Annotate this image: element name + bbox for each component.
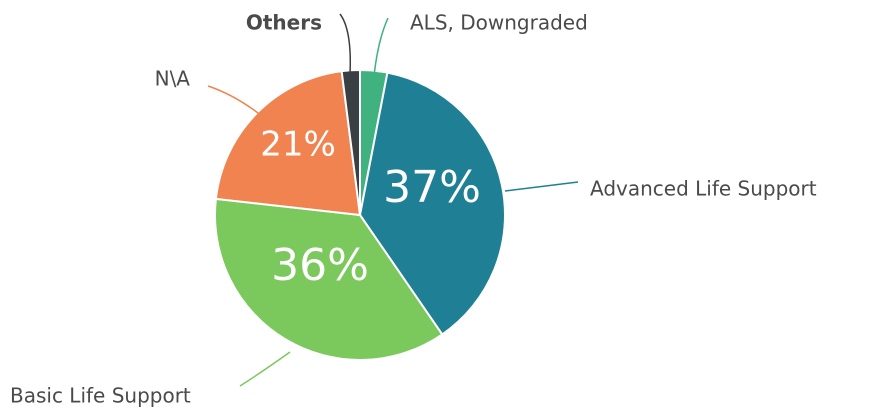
- value-label: 37%: [383, 162, 481, 213]
- pie-slice: [214, 70, 362, 217]
- leader-line: [207, 85, 263, 117]
- leader-line: [504, 181, 579, 192]
- slice-label: Advanced Life Support: [590, 177, 817, 201]
- leader-line: [373, 17, 389, 77]
- slice-label: N\A: [155, 67, 191, 91]
- leader-line: [239, 351, 291, 387]
- value-label: 36%: [271, 240, 369, 291]
- slice-label: Others: [246, 11, 322, 35]
- pie-slice: [358, 71, 506, 336]
- slice-label: Basic Life Support: [10, 384, 191, 408]
- pie-slice: [214, 197, 444, 361]
- value-label: 21%: [260, 125, 336, 165]
- leader-line: [339, 13, 352, 75]
- slice-label: ALS, Downgraded: [410, 11, 588, 35]
